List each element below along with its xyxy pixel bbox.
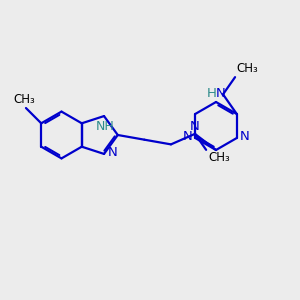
Text: H: H (207, 87, 217, 100)
Text: N: N (216, 87, 226, 100)
Text: N: N (190, 120, 199, 133)
Text: CH₃: CH₃ (14, 93, 35, 106)
Text: CH₃: CH₃ (236, 62, 258, 75)
Text: NH: NH (96, 120, 115, 133)
Text: N: N (182, 130, 192, 143)
Text: N: N (108, 146, 117, 159)
Text: N: N (240, 130, 250, 143)
Text: CH₃: CH₃ (208, 151, 230, 164)
